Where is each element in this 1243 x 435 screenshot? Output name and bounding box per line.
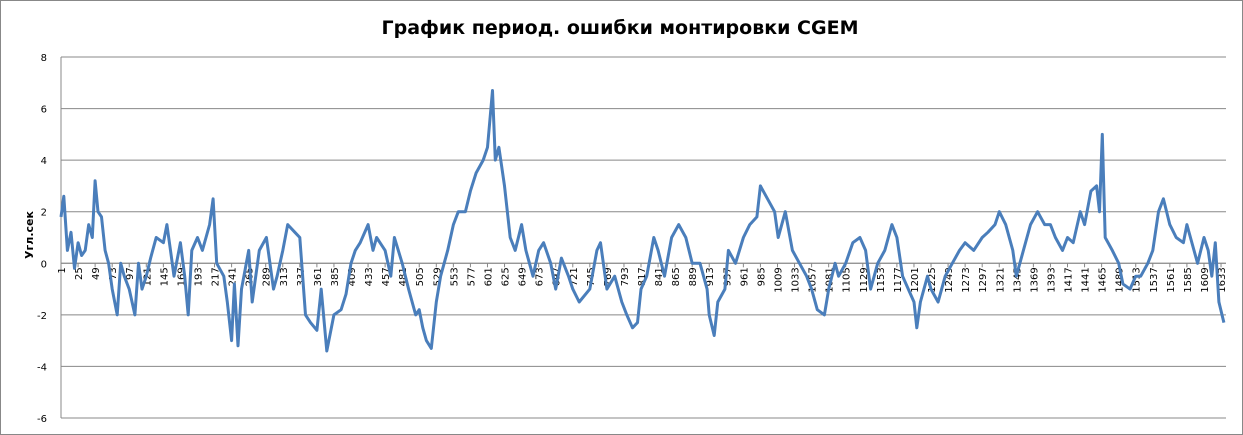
x-tick-label: 1609	[1200, 267, 1211, 292]
x-tick-label: 1057	[808, 267, 819, 292]
x-tick-label: 1177	[893, 267, 904, 292]
x-tick-label: 97	[125, 267, 136, 280]
y-tick-label: -6	[37, 414, 47, 425]
x-tick-label: 433	[364, 267, 375, 286]
x-tick-label: 1273	[961, 267, 972, 292]
x-tick-label: 649	[518, 267, 529, 286]
x-tick-label: 1369	[1029, 267, 1040, 292]
x-tick-label: 145	[159, 267, 170, 286]
x-tick-label: 217	[211, 267, 222, 286]
y-tick-label: 4	[41, 156, 47, 167]
x-tick-label: 49	[91, 267, 102, 280]
x-tick-label: 505	[415, 267, 426, 286]
y-tick-label: -4	[37, 362, 47, 373]
x-tick-label: 913	[705, 267, 716, 286]
x-tick-label: 1225	[927, 267, 938, 292]
x-tick-label: 1033	[791, 267, 802, 292]
x-tick-label: 313	[279, 267, 290, 286]
x-tick-label: 169	[176, 267, 187, 286]
x-tick-label: 1105	[842, 267, 853, 292]
x-tick-label: 121	[142, 267, 153, 286]
x-tick-label: 1513	[1132, 267, 1143, 292]
line-series	[59, 89, 1226, 353]
x-tick-label: 577	[466, 267, 477, 286]
x-tick-label: 1249	[944, 267, 955, 292]
x-tick-label: 841	[654, 267, 665, 286]
x-tick-label: 673	[535, 267, 546, 286]
x-tick-label: 937	[722, 267, 733, 286]
x-tick-label: 553	[449, 267, 460, 286]
x-tick-label: 769	[603, 267, 614, 286]
chart-title: График период. ошибки монтировки CGEM	[382, 17, 859, 39]
x-tick-label: 1201	[910, 267, 921, 292]
x-tick-label: 361	[313, 267, 324, 286]
x-tick-label: 1129	[859, 267, 870, 292]
y-tick-label: 8	[41, 53, 47, 64]
x-tick-label: 721	[569, 267, 580, 286]
x-tick-label: 1633	[1217, 267, 1228, 292]
y-tick-label: 6	[41, 105, 47, 116]
x-tick-label: 193	[193, 267, 204, 286]
x-tick-label: 889	[688, 267, 699, 286]
x-tick-label: 985	[756, 267, 767, 286]
x-tick-label: 1441	[1081, 267, 1092, 292]
x-tick-label: 529	[432, 267, 443, 286]
x-tick-label: 817	[637, 267, 648, 286]
x-tick-label: 1465	[1098, 267, 1109, 292]
x-tick-label: 601	[483, 267, 494, 286]
x-tick-label: 1585	[1183, 267, 1194, 292]
x-tick-label: 1537	[1149, 267, 1160, 292]
x-tick-label: 1489	[1115, 267, 1126, 292]
x-tick-label: 625	[501, 267, 512, 286]
x-tick-label: 457	[381, 267, 392, 286]
y-tick-label: 2	[41, 208, 47, 219]
x-tick-label: 409	[347, 267, 358, 286]
x-tick-label: 25	[74, 267, 85, 280]
x-tick-label: 865	[671, 267, 682, 286]
x-tick-label: 1009	[773, 267, 784, 292]
x-tick-label: 73	[108, 267, 119, 280]
x-tick-label: 481	[398, 267, 409, 286]
x-tick-label: 1345	[1012, 267, 1023, 292]
x-tick-label: 793	[620, 267, 631, 286]
y-tick-label: -2	[37, 311, 47, 322]
x-tick-label: 1	[57, 267, 68, 273]
x-tick-label: 385	[330, 267, 341, 286]
x-tick-label: 1297	[978, 267, 989, 292]
x-tick-label: 289	[262, 267, 273, 286]
x-tick-label: 1393	[1046, 267, 1057, 292]
x-tick-label: 1417	[1063, 267, 1074, 292]
x-tick-label: 1321	[995, 267, 1006, 292]
x-tick-label: 1153	[876, 267, 887, 292]
x-tick-label: 241	[228, 267, 239, 286]
y-tick-label: 0	[41, 259, 47, 270]
y-axis-label: Угл.сек	[23, 211, 36, 259]
x-tick-label: 961	[739, 267, 750, 286]
x-tick-label: 1561	[1166, 267, 1177, 292]
